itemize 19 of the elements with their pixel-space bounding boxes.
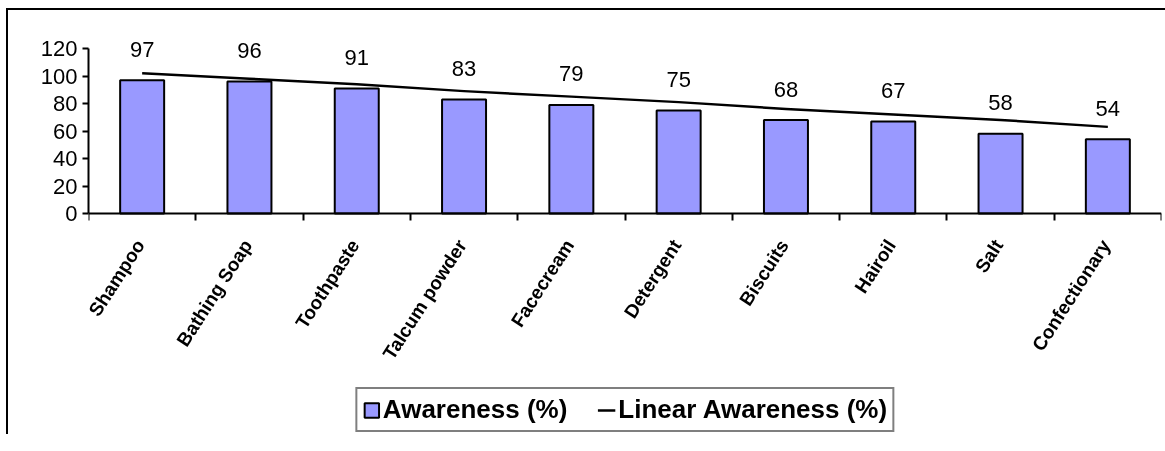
data-label: 68 xyxy=(773,76,799,102)
data-label: 83 xyxy=(451,55,477,81)
data-label: 79 xyxy=(559,61,584,87)
data-label: 58 xyxy=(988,90,1013,116)
y-tick-label: 80 xyxy=(53,91,78,116)
y-tick-label: 0 xyxy=(65,201,78,226)
data-label: 75 xyxy=(666,66,691,92)
data-label: 96 xyxy=(237,38,262,63)
data-label: 54 xyxy=(1095,95,1121,121)
legend-label: Linear Awareness (%) xyxy=(618,394,888,425)
data-label: 97 xyxy=(129,36,155,62)
y-tick-label: 120 xyxy=(40,36,78,61)
y-tick-label: 20 xyxy=(53,173,78,199)
data-label: 91 xyxy=(344,44,369,70)
y-tick-label: 100 xyxy=(40,63,78,89)
y-tick-label: 40 xyxy=(53,146,78,171)
legend-label: Awareness (%) xyxy=(382,394,568,425)
data-label: 67 xyxy=(881,77,906,103)
y-tick-label: 60 xyxy=(53,118,78,144)
